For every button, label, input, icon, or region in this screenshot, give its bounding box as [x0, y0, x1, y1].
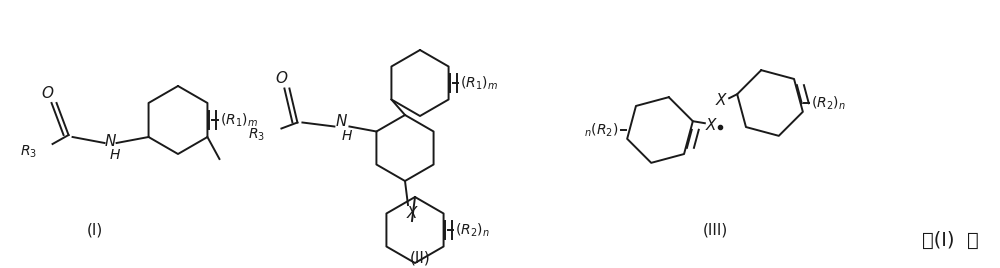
Text: X: X	[407, 206, 417, 221]
Text: $(R_2)_n$: $(R_2)_n$	[455, 221, 490, 239]
Text: (II): (II)	[410, 251, 430, 266]
Text: (III): (III)	[702, 222, 728, 237]
Text: H: H	[109, 148, 120, 162]
Text: $R_3$: $R_3$	[20, 144, 37, 160]
Text: $(R_1)_m$: $(R_1)_m$	[220, 111, 258, 129]
Text: O: O	[275, 71, 287, 86]
Text: H: H	[341, 129, 352, 143]
Text: $R_3$: $R_3$	[248, 126, 265, 143]
Text: 式(I)  或: 式(I) 或	[922, 230, 978, 250]
Text: X: X	[706, 118, 716, 133]
Text: O: O	[42, 85, 54, 100]
Text: $_n(R_2)$: $_n(R_2)$	[584, 121, 619, 139]
Text: $(R_2)_n$: $(R_2)_n$	[811, 94, 846, 112]
Text: X: X	[716, 93, 726, 108]
Text: (I): (I)	[87, 222, 103, 237]
Text: $(R_1)_m$: $(R_1)_m$	[460, 74, 498, 92]
Text: N: N	[105, 133, 116, 148]
Text: N: N	[336, 114, 347, 129]
